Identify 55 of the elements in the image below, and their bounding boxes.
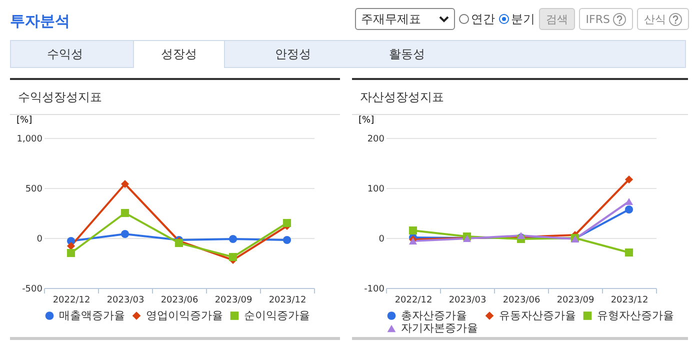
x-tick-label: 2023/03 (106, 296, 144, 306)
point (516, 232, 526, 239)
x-tick-label: 2023/06 (160, 296, 198, 306)
point (624, 248, 634, 257)
point (624, 175, 634, 184)
text: 활동성 (388, 46, 426, 62)
text: 분기 (510, 10, 535, 28)
point (120, 180, 130, 188)
point (120, 208, 130, 218)
point (228, 234, 238, 244)
text: 수익성 (46, 46, 84, 62)
text: 검색 (538, 8, 575, 30)
point (120, 230, 130, 238)
legend-label: 매출액증가율 (59, 308, 125, 322)
point (66, 248, 76, 258)
point (282, 236, 292, 244)
point (408, 238, 418, 244)
x-tick-label: 2023/09 (556, 296, 594, 306)
y-tick-label: 1,000 (16, 134, 43, 144)
legend-label: 유형자산증가율 (597, 308, 674, 322)
y-tick-label: 0 (36, 234, 43, 244)
point (228, 252, 238, 262)
point (408, 226, 418, 235)
x-tick-label: 2022/12 (52, 296, 90, 306)
y-tick-label: -100 (364, 284, 385, 294)
y-tick-label: 100 (367, 184, 385, 194)
x-tick-label: 2023/12 (268, 296, 306, 306)
text: 투자분석 (10, 12, 70, 31)
x-tick-label: 2023/12 (610, 296, 648, 306)
y-axis-title: [%] (16, 116, 32, 126)
y-tick-label: -500 (22, 284, 43, 294)
legend-label: 총자산증가율 (401, 308, 467, 322)
legend-label: 유동자산증가율 (499, 308, 576, 322)
text: 산식 (644, 12, 666, 26)
chart-title: 자산성장성지표 (352, 80, 688, 115)
text: IFRS (586, 12, 610, 26)
legend-label: 영업이익증가율 (146, 308, 223, 322)
x-tick-label: 2023/03 (448, 296, 486, 306)
text: 안정성 (274, 46, 312, 62)
point (624, 205, 634, 214)
point (624, 198, 634, 205)
x-tick-label: 2023/09 (214, 296, 252, 306)
point (282, 218, 292, 228)
legend-label: 자기자본증가율 (401, 322, 478, 334)
text: 성장성 (133, 40, 225, 68)
y-tick-label: 0 (378, 234, 385, 244)
y-axis-title: [%] (358, 116, 374, 126)
x-tick-label: 2023/06 (502, 296, 540, 306)
chart-title: 수익성장성지표 (10, 80, 340, 115)
y-tick-label: 200 (367, 134, 385, 144)
legend-label: 순이익증가율 (244, 308, 310, 322)
y-tick-label: 500 (25, 184, 43, 194)
text: 주재무제표 (360, 10, 421, 28)
text: 연간 (470, 10, 495, 28)
x-tick-label: 2022/12 (394, 296, 432, 306)
